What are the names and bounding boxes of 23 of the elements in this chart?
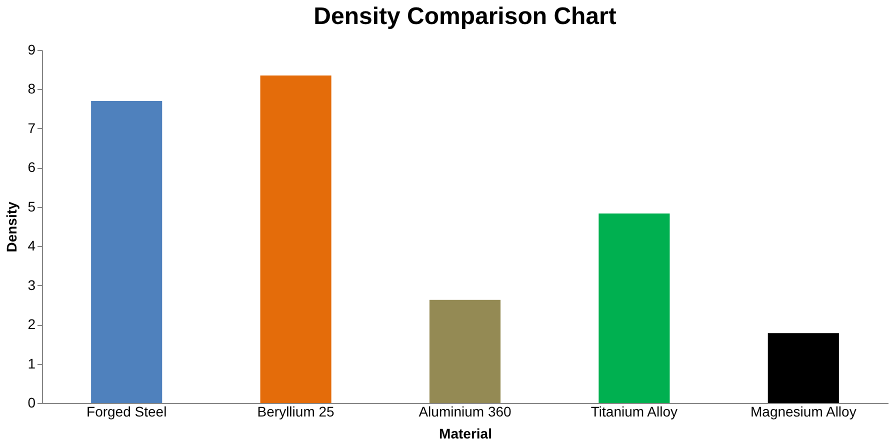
y-tick-label: 4	[28, 238, 36, 254]
x-tick-label: Titanium Alloy	[590, 404, 678, 420]
bar	[91, 100, 162, 403]
x-tick-label: Aluminium 360	[418, 404, 512, 420]
x-axis-title: Material	[439, 426, 492, 442]
bar	[768, 333, 839, 403]
y-tick-label: 0	[28, 394, 36, 410]
y-tick-label: 3	[28, 276, 36, 293]
chart-title: Density Comparison Chart	[314, 3, 616, 30]
y-tick-label: 2	[28, 316, 36, 332]
y-tick-label: 7	[28, 120, 36, 136]
x-tick-label: Forged Steel	[86, 404, 167, 420]
y-tick-label: 1	[28, 355, 36, 372]
bar	[598, 214, 670, 403]
x-tick-label: Beryllium 25	[257, 404, 335, 420]
y-tick-label: 9	[28, 42, 36, 58]
x-tick-label: Magnesium Alloy	[750, 404, 856, 420]
y-axis-title: Density	[4, 202, 20, 252]
y-tick-label: 5	[28, 198, 36, 214]
y-tick-label: 8	[28, 80, 36, 97]
bar	[429, 300, 501, 403]
bar	[260, 75, 332, 403]
y-tick-label: 6	[28, 159, 36, 176]
